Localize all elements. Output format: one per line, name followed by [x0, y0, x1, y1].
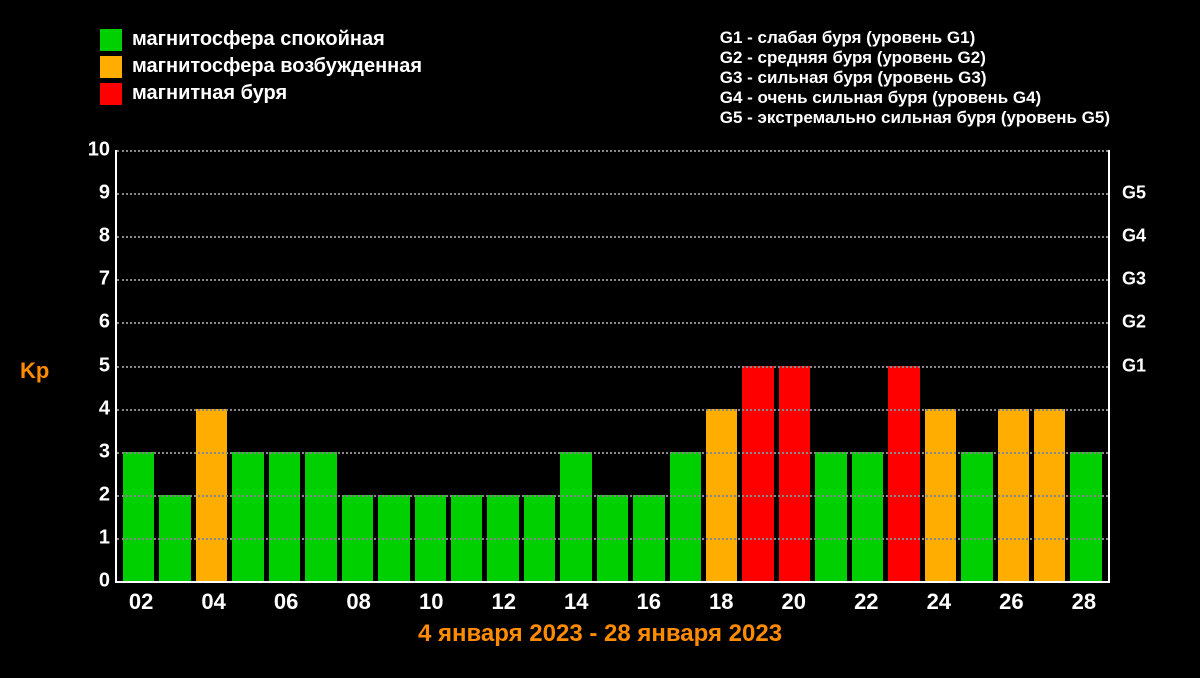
right-axis-label: G5: [1122, 183, 1146, 204]
storm-scale-line: G2 - средняя буря (уровень G2): [720, 48, 1110, 68]
bar: [742, 366, 773, 582]
right-axis-label: G3: [1122, 269, 1146, 290]
legend-item: магнитосфера спокойная: [100, 28, 422, 51]
legend-label: магнитосфера возбужденная: [132, 55, 422, 78]
storm-scale-line: G1 - слабая буря (уровень G1): [720, 28, 1110, 48]
ytick-label: 6: [82, 311, 110, 334]
legend-swatch: [100, 56, 122, 78]
gridline: [117, 366, 1108, 368]
right-axis-label: G2: [1122, 312, 1146, 333]
bar: [961, 452, 992, 581]
legend-label: магнитосфера спокойная: [132, 28, 385, 51]
chart-area: Kp 012345678910G1G2G3G4G5020406081012141…: [60, 150, 1160, 583]
bar: [1070, 452, 1101, 581]
bar: [888, 366, 919, 582]
ytick-label: 3: [82, 440, 110, 463]
gridline: [117, 452, 1108, 454]
bar: [232, 452, 263, 581]
ytick-label: 1: [82, 526, 110, 549]
bar: [123, 452, 154, 581]
legend-left: магнитосфера спокойная магнитосфера возбу…: [100, 28, 422, 128]
xtick-label: 18: [709, 589, 733, 615]
ytick-label: 7: [82, 268, 110, 291]
xtick-label: 24: [927, 589, 951, 615]
gridline: [117, 150, 1108, 152]
storm-scale-line: G3 - сильная буря (уровень G3): [720, 68, 1110, 88]
right-axis-label: G1: [1122, 355, 1146, 376]
bar: [815, 452, 846, 581]
gridline: [117, 409, 1108, 411]
bar: [560, 452, 591, 581]
bar: [305, 452, 336, 581]
xtick-label: 26: [999, 589, 1023, 615]
gridline: [117, 322, 1108, 324]
legend-item: магнитная буря: [100, 82, 422, 105]
legend-right: G1 - слабая буря (уровень G1)G2 - средня…: [720, 28, 1140, 128]
chart-subtitle: 4 января 2023 - 28 января 2023: [0, 620, 1200, 648]
bar: [852, 452, 883, 581]
chart-header: магнитосфера спокойная магнитосфера возбу…: [0, 0, 1200, 138]
xtick-label: 20: [782, 589, 806, 615]
bar: [779, 366, 810, 582]
xtick-label: 10: [419, 589, 443, 615]
gridline: [117, 279, 1108, 281]
xtick-label: 06: [274, 589, 298, 615]
gridline: [117, 538, 1108, 540]
ytick-label: 4: [82, 397, 110, 420]
storm-scale-line: G4 - очень сильная буря (уровень G4): [720, 88, 1110, 108]
yaxis-title: Kp: [20, 358, 49, 384]
xtick-label: 12: [491, 589, 515, 615]
xtick-label: 04: [201, 589, 225, 615]
gridline: [117, 495, 1108, 497]
gridline: [117, 236, 1108, 238]
ytick-label: 9: [82, 182, 110, 205]
legend-swatch: [100, 29, 122, 51]
ytick-label: 2: [82, 483, 110, 506]
plot-area: 012345678910G1G2G3G4G5020406081012141618…: [115, 150, 1110, 583]
xtick-label: 28: [1072, 589, 1096, 615]
legend-label: магнитная буря: [132, 82, 287, 105]
ytick-label: 8: [82, 225, 110, 248]
ytick-label: 5: [82, 354, 110, 377]
xtick-label: 14: [564, 589, 588, 615]
legend-swatch: [100, 83, 122, 105]
ytick-label: 0: [82, 570, 110, 593]
ytick-label: 10: [82, 139, 110, 162]
bar: [269, 452, 300, 581]
bar: [670, 452, 701, 581]
xtick-label: 16: [637, 589, 661, 615]
gridline: [117, 193, 1108, 195]
xtick-label: 02: [129, 589, 153, 615]
xtick-label: 08: [346, 589, 370, 615]
storm-scale-line: G5 - экстремально сильная буря (уровень …: [720, 108, 1110, 128]
legend-item: магнитосфера возбужденная: [100, 55, 422, 78]
right-axis-label: G4: [1122, 226, 1146, 247]
xtick-label: 22: [854, 589, 878, 615]
